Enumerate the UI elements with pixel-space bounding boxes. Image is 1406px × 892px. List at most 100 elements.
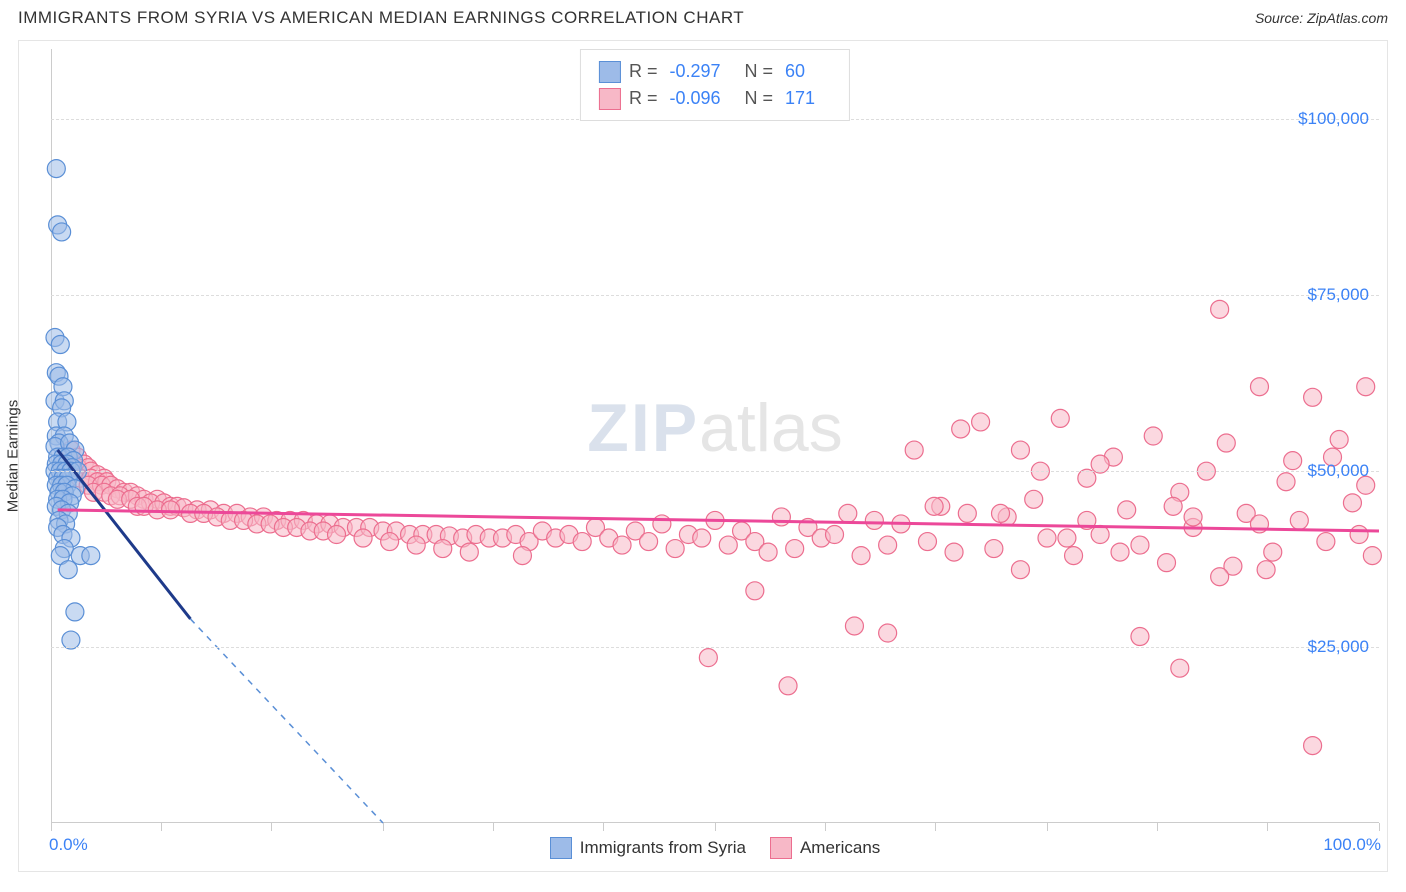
chart-source: Source: ZipAtlas.com bbox=[1255, 10, 1388, 26]
legend-swatch-americans bbox=[770, 837, 792, 859]
r-label-0: R = bbox=[629, 58, 658, 85]
data-point bbox=[162, 501, 180, 519]
data-point bbox=[1184, 508, 1202, 526]
gridline bbox=[51, 295, 1379, 296]
data-point bbox=[1350, 526, 1368, 544]
data-point bbox=[59, 561, 77, 579]
plot-area: ZIPatlas R = -0.297 N = 60 R = -0.096 N … bbox=[51, 49, 1379, 823]
data-point bbox=[53, 223, 71, 241]
data-point bbox=[779, 677, 797, 695]
legend-item-syria: Immigrants from Syria bbox=[550, 837, 746, 859]
data-point bbox=[992, 504, 1010, 522]
x-tick bbox=[161, 823, 162, 831]
legend-item-americans: Americans bbox=[770, 837, 880, 859]
data-point bbox=[1131, 628, 1149, 646]
data-point bbox=[945, 543, 963, 561]
data-point bbox=[1164, 497, 1182, 515]
data-point bbox=[47, 160, 65, 178]
data-point bbox=[613, 536, 631, 554]
chart-container: Median Earnings ZIPatlas R = -0.297 N = … bbox=[18, 40, 1388, 872]
data-point bbox=[826, 526, 844, 544]
legend-label-americans: Americans bbox=[800, 838, 880, 858]
data-point bbox=[1250, 378, 1268, 396]
data-point bbox=[666, 540, 684, 558]
data-point bbox=[719, 536, 737, 554]
data-point bbox=[51, 336, 69, 354]
data-point bbox=[1158, 554, 1176, 572]
n-value-0: 60 bbox=[785, 58, 805, 85]
data-point bbox=[1171, 659, 1189, 677]
n-label-0: N = bbox=[745, 58, 774, 85]
data-point bbox=[354, 529, 372, 547]
data-point bbox=[1211, 568, 1229, 586]
data-point bbox=[1038, 529, 1056, 547]
data-point bbox=[746, 582, 764, 600]
data-point bbox=[1211, 300, 1229, 318]
data-point bbox=[513, 547, 531, 565]
bottom-legend: Immigrants from Syria Americans bbox=[51, 837, 1379, 859]
data-point bbox=[958, 504, 976, 522]
data-point bbox=[1357, 378, 1375, 396]
data-point bbox=[879, 624, 897, 642]
source-label: Source: bbox=[1255, 10, 1303, 26]
x-tick bbox=[1157, 823, 1158, 831]
data-point bbox=[865, 511, 883, 529]
data-point bbox=[759, 543, 777, 561]
swatch-syria bbox=[599, 61, 621, 83]
x-tick bbox=[51, 823, 52, 831]
stats-legend: R = -0.297 N = 60 R = -0.096 N = 171 bbox=[580, 49, 850, 121]
r-label-1: R = bbox=[629, 85, 658, 112]
data-point bbox=[985, 540, 1003, 558]
data-point bbox=[381, 533, 399, 551]
x-tick bbox=[383, 823, 384, 831]
x-tick bbox=[493, 823, 494, 831]
data-point bbox=[1257, 561, 1275, 579]
data-point bbox=[82, 547, 100, 565]
n-label-1: N = bbox=[745, 85, 774, 112]
data-point bbox=[1118, 501, 1136, 519]
x-tick-start: 0.0% bbox=[49, 835, 88, 855]
x-tick bbox=[1047, 823, 1048, 831]
chart-title: IMMIGRANTS FROM SYRIA VS AMERICAN MEDIAN… bbox=[18, 8, 744, 28]
x-tick bbox=[825, 823, 826, 831]
source-value: ZipAtlas.com bbox=[1307, 10, 1388, 26]
data-point bbox=[772, 508, 790, 526]
data-point bbox=[434, 540, 452, 558]
x-tick bbox=[603, 823, 604, 831]
data-point bbox=[693, 529, 711, 547]
data-point bbox=[1051, 409, 1069, 427]
y-tick-label: $25,000 bbox=[1308, 637, 1369, 657]
chart-header: IMMIGRANTS FROM SYRIA VS AMERICAN MEDIAN… bbox=[0, 0, 1406, 32]
data-point bbox=[918, 533, 936, 551]
data-point bbox=[1091, 526, 1109, 544]
data-point bbox=[699, 649, 717, 667]
data-point bbox=[852, 547, 870, 565]
data-point bbox=[905, 441, 923, 459]
stats-row-syria: R = -0.297 N = 60 bbox=[599, 58, 831, 85]
data-point bbox=[1343, 494, 1361, 512]
data-point bbox=[1363, 547, 1381, 565]
x-tick bbox=[271, 823, 272, 831]
data-point bbox=[328, 526, 346, 544]
data-point bbox=[1277, 473, 1295, 491]
y-tick-label: $100,000 bbox=[1298, 109, 1369, 129]
x-tick-end: 100.0% bbox=[1323, 835, 1381, 855]
stats-row-americans: R = -0.096 N = 171 bbox=[599, 85, 831, 112]
x-tick bbox=[1267, 823, 1268, 831]
legend-label-syria: Immigrants from Syria bbox=[580, 838, 746, 858]
data-point bbox=[845, 617, 863, 635]
gridline bbox=[51, 647, 1379, 648]
data-point bbox=[640, 533, 658, 551]
data-point bbox=[1304, 388, 1322, 406]
data-point bbox=[786, 540, 804, 558]
swatch-americans bbox=[599, 88, 621, 110]
data-point bbox=[573, 533, 591, 551]
data-point bbox=[1330, 431, 1348, 449]
data-point bbox=[972, 413, 990, 431]
x-tick bbox=[935, 823, 936, 831]
data-point bbox=[653, 515, 671, 533]
y-tick-label: $75,000 bbox=[1308, 285, 1369, 305]
r-value-1: -0.096 bbox=[669, 85, 720, 112]
y-tick-label: $50,000 bbox=[1308, 461, 1369, 481]
y-axis-label: Median Earnings bbox=[5, 400, 22, 513]
